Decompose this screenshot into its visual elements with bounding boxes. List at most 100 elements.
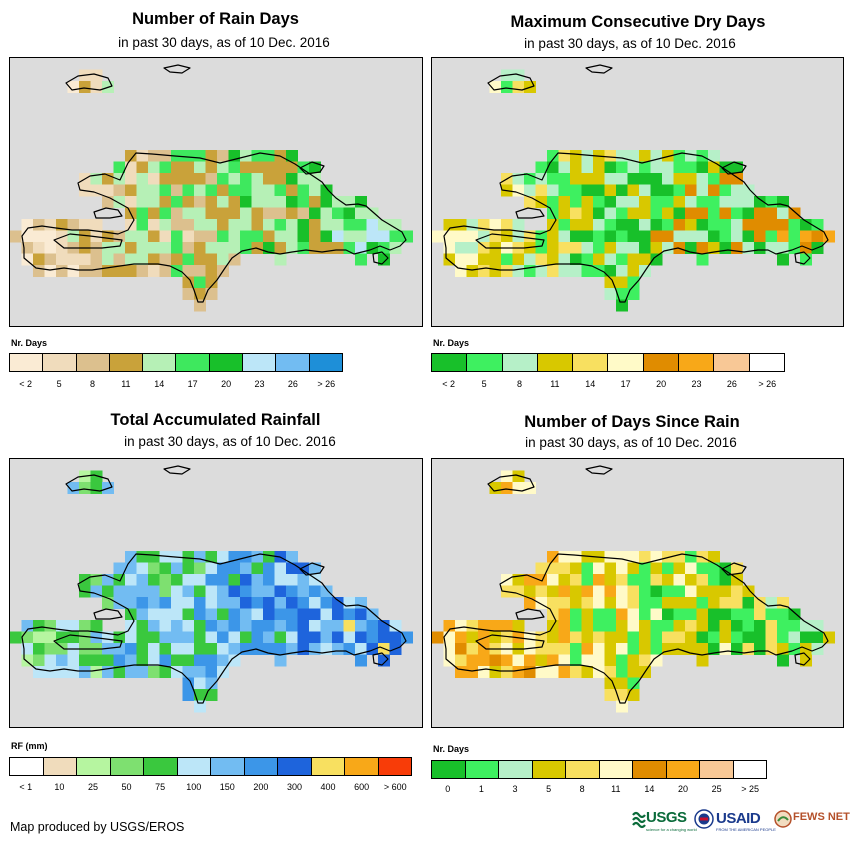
- usgs-logo[interactable]: USGS science for a changing world: [632, 806, 697, 834]
- legend-tick-label: > 26: [317, 379, 336, 389]
- raster-cell: [685, 184, 697, 197]
- raster-cell: [558, 196, 571, 208]
- raster-cell: [320, 196, 333, 208]
- raster-cell: [535, 161, 548, 174]
- raster-cell: [501, 482, 513, 494]
- raster-cell: [616, 253, 628, 266]
- raster-cell: [159, 207, 172, 220]
- raster-cell: [581, 585, 594, 598]
- raster-cell: [194, 173, 206, 185]
- usaid-logo[interactable]: USAID FROM THE AMERICAN PEOPLE: [694, 806, 776, 834]
- raster-cell: [159, 585, 172, 598]
- raster-cell: [274, 196, 287, 208]
- raster-cell: [627, 242, 640, 254]
- raster-cell: [148, 620, 160, 632]
- raster-cell: [389, 620, 402, 632]
- legend-tick-label: 1: [478, 784, 484, 794]
- raster-cell: [650, 230, 663, 243]
- raster-cell: [639, 253, 651, 266]
- map-max-dry-days[interactable]: [431, 57, 844, 327]
- fewsnet-logo[interactable]: FEWS NET: [774, 806, 850, 834]
- raster-cell: [297, 597, 310, 609]
- raster-cell: [547, 253, 559, 266]
- raster-cell: [547, 242, 559, 254]
- raster-cell: [182, 161, 195, 174]
- raster-cell: [765, 242, 778, 254]
- raster-cell: [240, 574, 252, 586]
- raster-cell: [627, 265, 640, 277]
- raster-cell: [136, 196, 149, 208]
- raster-cell: [581, 551, 594, 563]
- raster-cell: [512, 666, 525, 678]
- raster-cell: [194, 230, 206, 243]
- raster-cell: [240, 196, 252, 208]
- raster-cell: [685, 574, 697, 586]
- raster-cell: [171, 631, 183, 644]
- map-days-since-rain[interactable]: [431, 458, 844, 728]
- raster-cell: [673, 597, 686, 609]
- raster-cell: [274, 207, 287, 220]
- raster-cell: [639, 631, 651, 644]
- raster-cell: [685, 585, 697, 598]
- raster-cell: [501, 253, 513, 266]
- raster-cell: [217, 654, 229, 667]
- raster-cell: [171, 184, 183, 197]
- raster-cell: [616, 643, 628, 655]
- raster-cell: [355, 207, 367, 220]
- raster-cell: [263, 620, 275, 632]
- raster-cell: [159, 562, 172, 575]
- raster-cell: [673, 150, 686, 162]
- raster-cell: [343, 643, 356, 655]
- raster-cell: [478, 265, 490, 277]
- raster-cell: [56, 265, 68, 277]
- raster-cell: [547, 173, 559, 185]
- raster-cell: [570, 150, 582, 162]
- raster-cell: [217, 643, 229, 655]
- raster-cell: [355, 654, 367, 667]
- map-rain-days[interactable]: [9, 57, 423, 327]
- raster-cell: [754, 597, 766, 609]
- raster-cell: [639, 242, 651, 254]
- raster-cell: [581, 654, 594, 667]
- raster-cell: [194, 666, 206, 678]
- raster-cell: [56, 242, 68, 254]
- raster-cell: [113, 643, 126, 655]
- raster-cell: [593, 597, 605, 609]
- raster-cell: [90, 81, 103, 93]
- raster-cell: [616, 597, 628, 609]
- raster-cell: [171, 230, 183, 243]
- raster-cell: [581, 265, 594, 277]
- raster-cell: [719, 620, 732, 632]
- raster-cell: [731, 230, 743, 243]
- raster-cell: [639, 654, 651, 667]
- raster-cell: [136, 654, 149, 667]
- raster-cell: [171, 219, 183, 231]
- raster-cell: [501, 81, 513, 93]
- raster-cell: [696, 196, 709, 208]
- legend-tick-label: 5: [546, 784, 552, 794]
- raster-cell: [320, 585, 333, 598]
- raster-cell: [194, 597, 206, 609]
- raster-cell: [547, 562, 559, 575]
- raster-cell: [466, 230, 479, 243]
- raster-cell: [194, 219, 206, 231]
- raster-cell: [627, 207, 640, 220]
- raster-cell: [320, 608, 333, 621]
- raster-cell: [685, 562, 697, 575]
- raster-cell: [570, 207, 582, 220]
- raster-cell: [228, 196, 241, 208]
- raster-cell: [455, 643, 467, 655]
- legend-bar: [431, 353, 785, 372]
- raster-cell: [627, 689, 640, 701]
- raster-cell: [205, 276, 218, 289]
- raster-cell: [558, 620, 571, 632]
- raster-cell: [79, 666, 91, 678]
- raster-cell: [90, 666, 103, 678]
- raster-cell: [182, 219, 195, 231]
- raster-cell: [286, 608, 298, 621]
- legend-swatch: [432, 761, 466, 778]
- raster-cell: [44, 230, 57, 243]
- raster-cell: [466, 643, 479, 655]
- map-total-rainfall[interactable]: [9, 458, 423, 728]
- raster-cell: [136, 631, 149, 644]
